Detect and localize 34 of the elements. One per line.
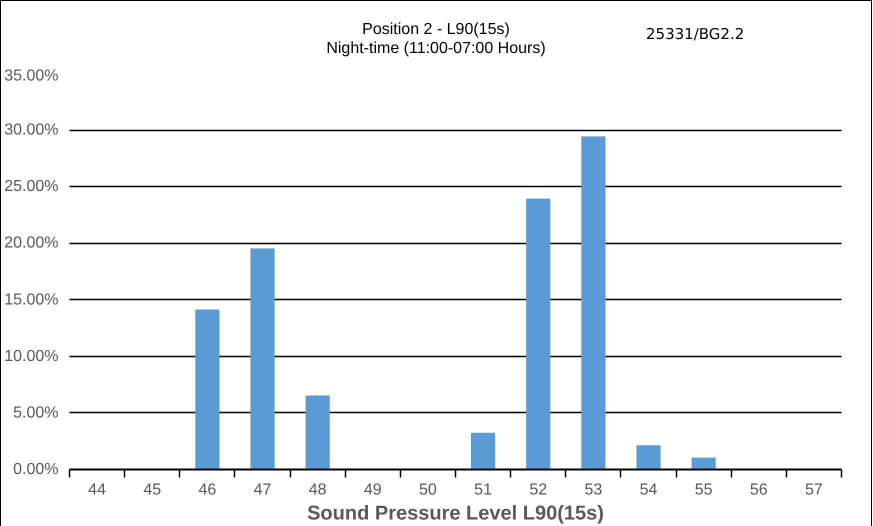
- x-tick-label: 53: [584, 482, 602, 498]
- y-tick-label: 30.00%: [4, 122, 58, 139]
- x-tick-label: 51: [474, 482, 492, 498]
- x-tick-label: 45: [143, 482, 162, 498]
- x-tick-label: 48: [308, 482, 327, 498]
- x-tick-label: 52: [529, 482, 548, 498]
- x-tick-label: 47: [254, 482, 272, 498]
- y-tick-label: 15.00%: [4, 291, 58, 308]
- bar: [526, 198, 550, 470]
- x-tick-label: 49: [364, 482, 382, 498]
- y-tick-label: 20.00%: [4, 234, 58, 252]
- y-tick-label: 0.00%: [13, 461, 59, 478]
- text: 25331/BG2.2: [646, 24, 744, 45]
- bar: [306, 395, 330, 470]
- x-tick-label: 44: [88, 482, 106, 498]
- x-axis-title: Sound Pressure Level L90(15s): [307, 502, 604, 524]
- bar: [470, 432, 496, 470]
- x-tick-label: 56: [750, 482, 768, 498]
- x-tick-label: 54: [640, 482, 658, 498]
- x-tick-label: 46: [198, 482, 216, 498]
- y-tick-label: 5.00%: [13, 404, 59, 422]
- bar: [250, 248, 275, 470]
- chart-subtitle: Night-time (11:00-07:00 Hours): [326, 40, 546, 57]
- y-tick-label: 35.00%: [4, 68, 58, 84]
- bar: [195, 309, 220, 470]
- x-tick-label: 50: [419, 482, 437, 498]
- y-tick-label: 25.00%: [4, 178, 58, 196]
- chart-title: Position 2 - L90(15s): [362, 21, 510, 38]
- bar: [692, 458, 716, 470]
- bar: [581, 136, 606, 470]
- x-tick-label: 55: [694, 482, 713, 498]
- y-tick-label: 10.00%: [4, 348, 58, 365]
- x-tick-label: 57: [805, 482, 823, 498]
- bar: [636, 445, 661, 470]
